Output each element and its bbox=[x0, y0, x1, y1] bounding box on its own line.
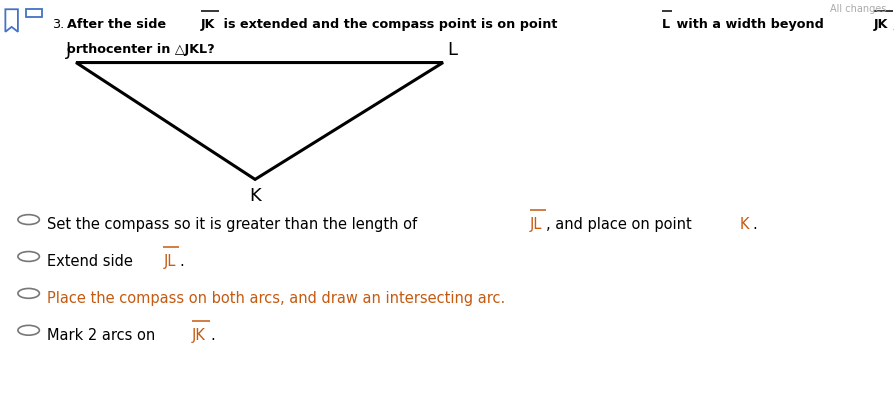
Text: is extended and the compass point is on point: is extended and the compass point is on … bbox=[219, 18, 561, 31]
Text: JL: JL bbox=[163, 254, 175, 269]
Text: After the side: After the side bbox=[67, 18, 171, 31]
Text: .: . bbox=[752, 217, 756, 232]
Text: with a width beyond: with a width beyond bbox=[671, 18, 828, 31]
Text: L: L bbox=[661, 18, 670, 31]
Text: Extend side: Extend side bbox=[46, 254, 137, 269]
Text: JL: JL bbox=[529, 217, 542, 232]
Text: JK: JK bbox=[192, 327, 206, 342]
Text: All changes: All changes bbox=[829, 4, 885, 14]
Text: Mark 2 arcs on: Mark 2 arcs on bbox=[46, 327, 159, 342]
Text: 3.: 3. bbox=[52, 18, 64, 31]
Text: Set the compass so it is greater than the length of: Set the compass so it is greater than th… bbox=[46, 217, 421, 232]
Text: , what is the next step in constructing the: , what is the next step in constructing … bbox=[891, 18, 894, 31]
Text: Place the compass on both arcs, and draw an intersecting arc.: Place the compass on both arcs, and draw… bbox=[46, 290, 504, 306]
Text: , and place on point: , and place on point bbox=[545, 217, 696, 232]
Text: L: L bbox=[447, 41, 457, 59]
Text: K: K bbox=[249, 186, 261, 204]
Text: .: . bbox=[179, 254, 184, 269]
Text: J: J bbox=[66, 41, 72, 59]
Text: JK: JK bbox=[873, 18, 888, 31]
Text: JK: JK bbox=[200, 18, 215, 31]
Text: .: . bbox=[210, 327, 215, 342]
Text: orthocenter in △JKL?: orthocenter in △JKL? bbox=[67, 43, 215, 56]
Bar bbox=[26, 10, 42, 18]
Text: K: K bbox=[739, 217, 749, 232]
